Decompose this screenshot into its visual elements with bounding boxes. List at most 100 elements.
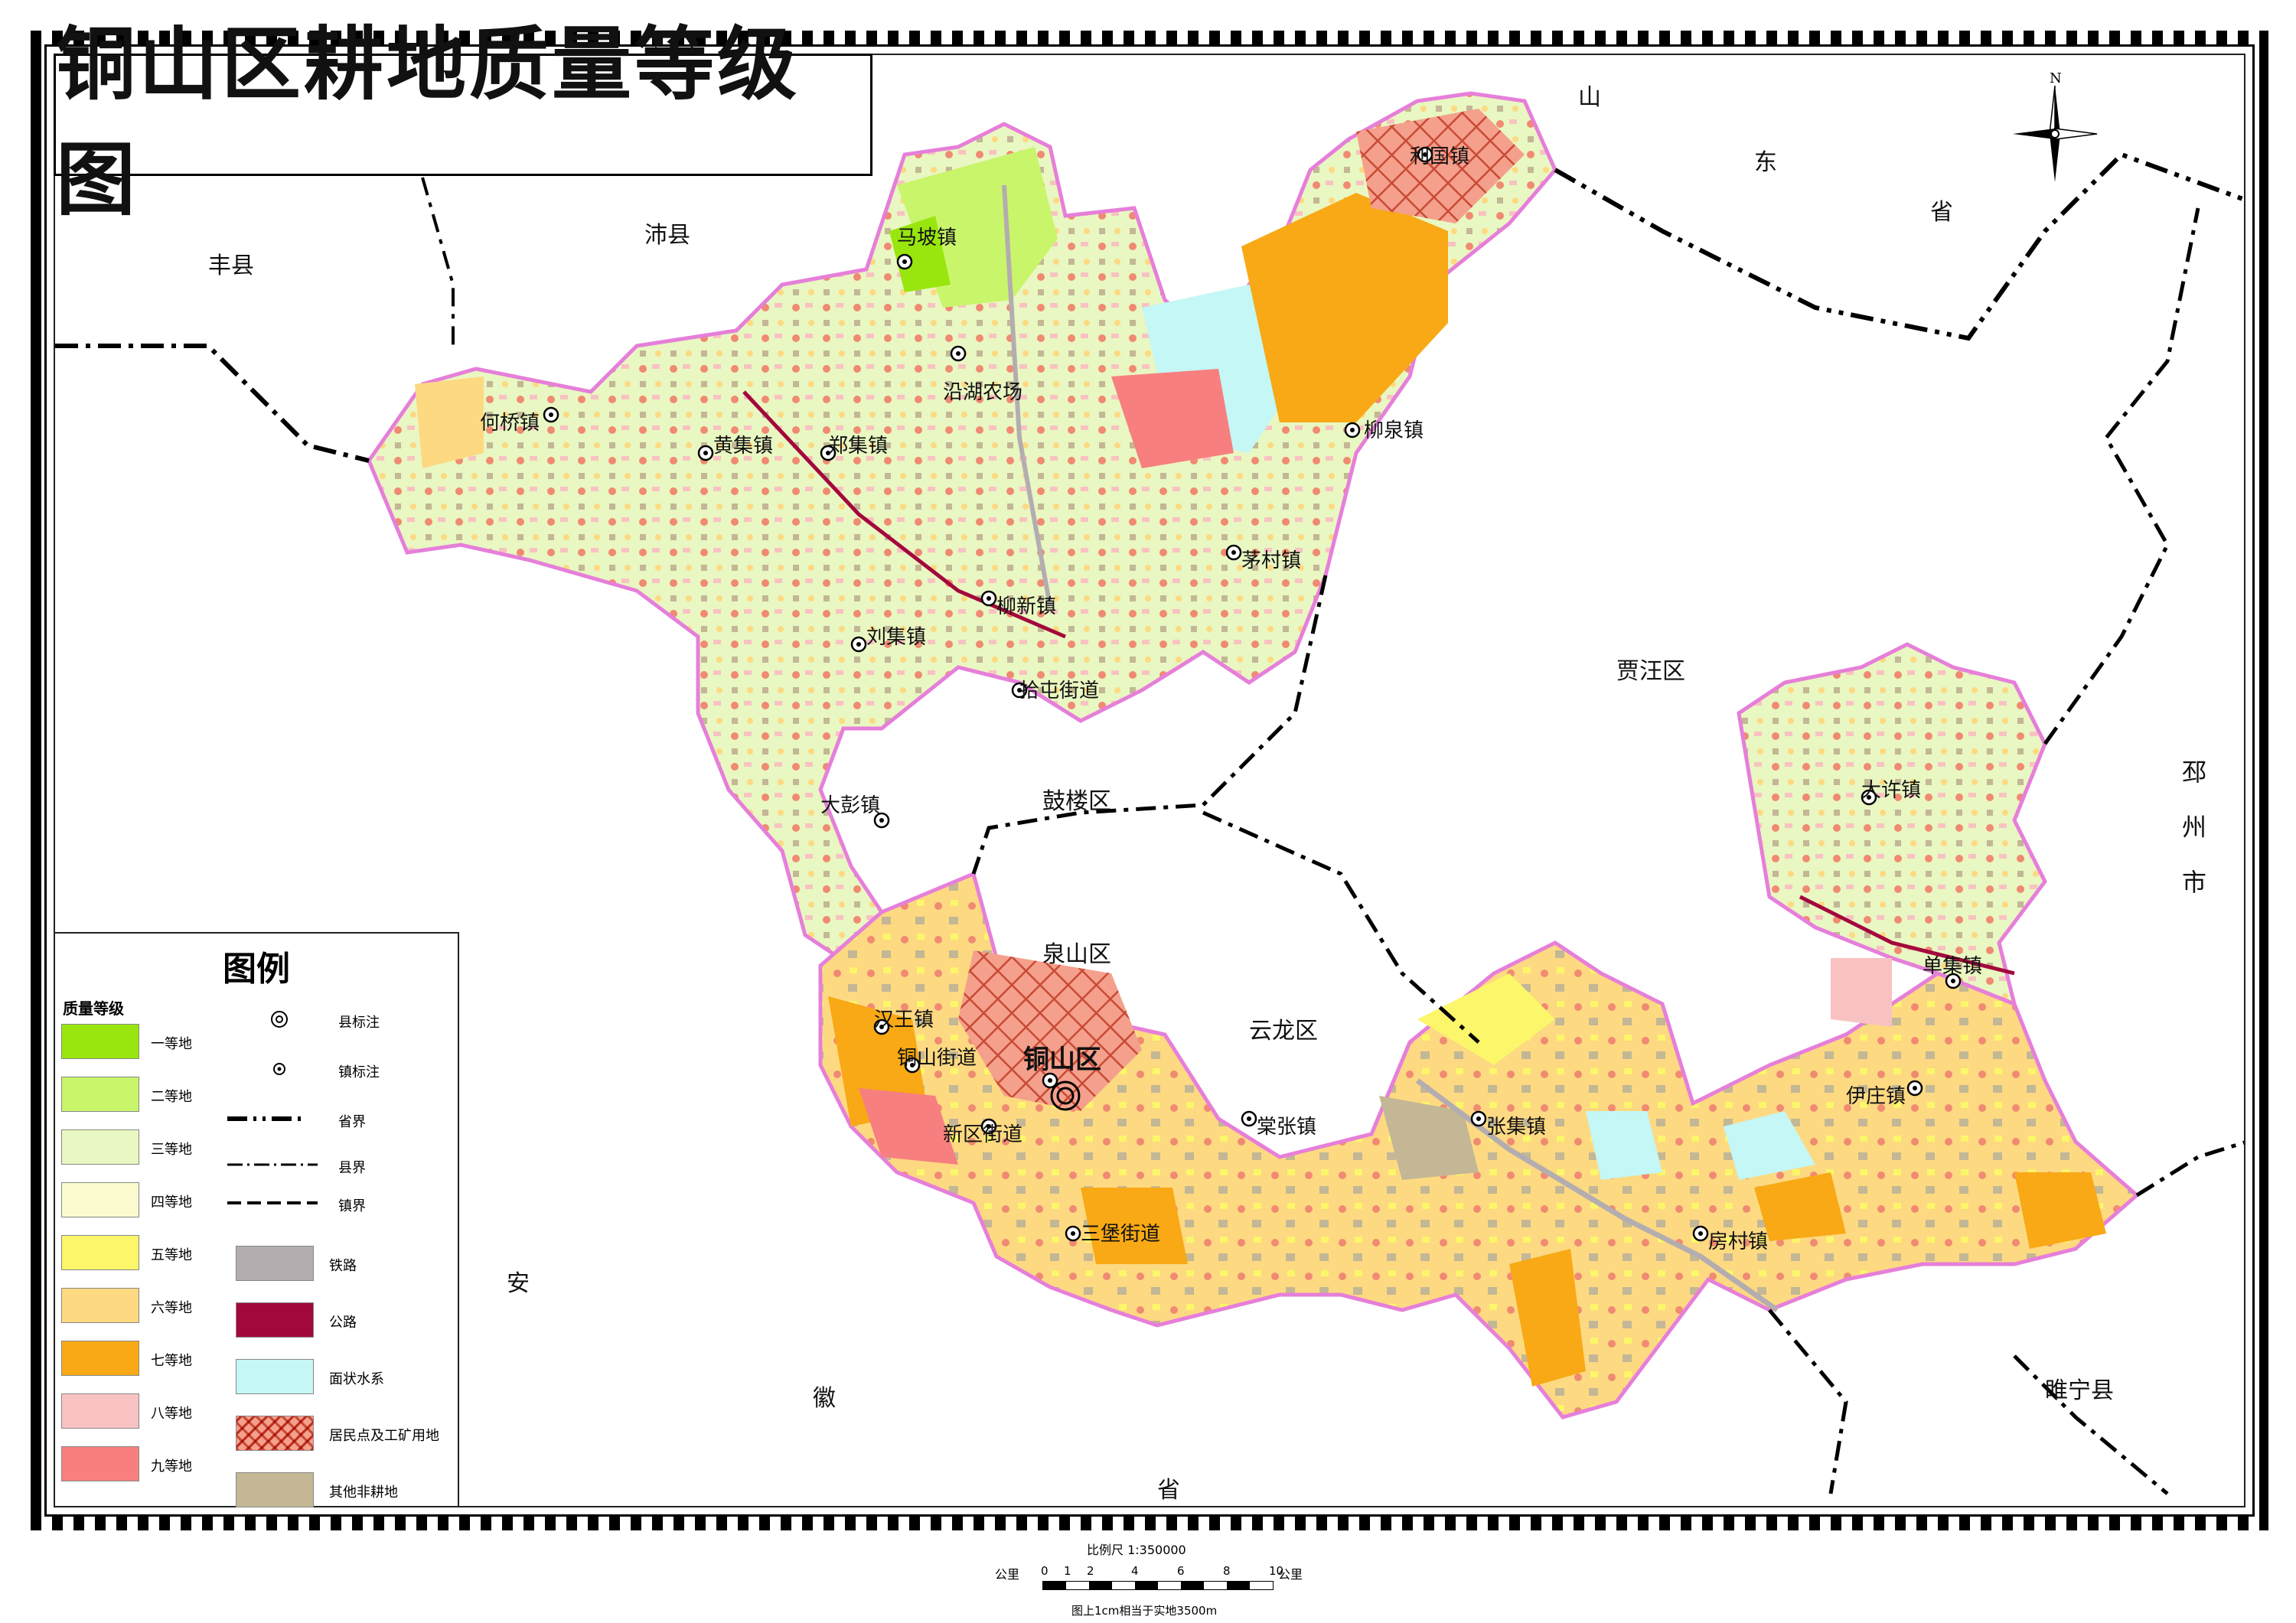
town-seat-dot	[1423, 152, 1427, 157]
town-seat-dot	[1867, 795, 1871, 800]
region-label-fengxian: 丰县	[208, 253, 254, 279]
town-seat-dot	[1048, 1078, 1052, 1083]
scale-tick-4: 6	[1177, 1564, 1185, 1578]
town-boundary-line	[227, 1194, 319, 1212]
legend-label-grade9: 九等地	[151, 1458, 192, 1475]
scale-graphic	[1042, 1581, 1274, 1590]
town-label-tangzhang: 棠张镇	[1257, 1116, 1317, 1139]
town-label-yanhu: 沿湖农场	[943, 381, 1023, 404]
town-seat-dot	[1350, 428, 1355, 432]
town-markers	[543, 146, 1962, 1242]
town-label-fangcun: 房村镇	[1708, 1230, 1769, 1253]
town-label-maocun: 茅村镇	[1241, 549, 1302, 572]
town-label-zhangji: 张集镇	[1486, 1116, 1547, 1139]
legend-symbol-label-3: 县界	[338, 1160, 366, 1176]
legend-label-grade3: 三等地	[151, 1142, 192, 1158]
region-label-sheng: 省	[1930, 199, 1953, 226]
county-seat-icon	[227, 1010, 304, 1028]
legend-label-grade1: 一等地	[151, 1036, 192, 1052]
legend-label-grade7: 七等地	[151, 1353, 192, 1369]
county-boundary-se	[2013, 1354, 2169, 1495]
town-seat-dot	[1951, 979, 1955, 983]
scale-tick-3: 4	[1131, 1564, 1139, 1578]
legend-area-label-other_nonarable: 其他非耕地	[329, 1484, 398, 1501]
town-seat-dot	[902, 259, 907, 264]
legend-symbol-label-1: 镇标注	[338, 1064, 380, 1080]
town-seat-dot	[956, 351, 960, 356]
settlement-patch	[1356, 109, 1525, 223]
town-label-heqiao: 何桥镇	[480, 412, 540, 435]
region-label-yunlong: 云龙区	[1249, 1018, 1318, 1045]
legend-swatch-grade2	[61, 1077, 139, 1112]
district-boundary-yunlong	[1202, 810, 1480, 1044]
legend-title: 图例	[223, 950, 290, 989]
grade-patches	[415, 109, 2106, 1387]
town-seat-dot	[1698, 1231, 1703, 1236]
legend-swatch-grade3	[61, 1129, 139, 1165]
legend-panel: 图例 质量等级 一等地 二等地 三等地 四等地 五等地 六等地 七等地 八等地 九等地 县标注镇…	[54, 932, 459, 1507]
county-boundary-line	[227, 1155, 319, 1174]
region-label-jiawang: 贾汪区	[1616, 658, 1685, 685]
county-boundary-west	[55, 344, 370, 463]
town-seat-dot	[879, 1025, 884, 1029]
north-arrow: N	[2005, 69, 2105, 191]
county-area-east	[1737, 642, 2047, 1008]
scale-unit-left: 公里	[995, 1567, 1020, 1582]
scale-bar: 比例尺 1:350000 公里 公里 0 1 2 4 6 8 10 图上1cm相当于实地35…	[995, 1538, 1332, 1622]
legend-symbol-label-2: 省界	[338, 1114, 366, 1130]
county-boundary-suining	[1768, 1309, 1848, 1494]
town-seat-dot	[1247, 1116, 1251, 1121]
grade1-patch	[889, 216, 951, 292]
district-boundary-central	[971, 575, 1328, 875]
region-label-pizhou: 邳州市	[2178, 759, 2207, 924]
map-title-box: 铜山区耕地质量等级图	[54, 17, 872, 227]
legend-label-grade4: 四等地	[151, 1194, 192, 1211]
town-label-daxu: 大许镇	[1861, 779, 1922, 802]
county-boundary-east	[2135, 1140, 2244, 1198]
town-seat-icon	[227, 1060, 304, 1078]
town-seat-dot	[1017, 688, 1022, 693]
region-label-peixian: 沛县	[644, 222, 690, 249]
scale-unit-right: 公里	[1278, 1567, 1303, 1582]
boundaries	[55, 152, 2244, 1495]
grade5-patch	[1417, 973, 1555, 1065]
city-settlement-patch	[958, 950, 1142, 1111]
legend-area-label-rail: 铁路	[329, 1258, 357, 1274]
region-label-sheng-south: 省	[1157, 1477, 1180, 1504]
town-seat-dot	[987, 596, 991, 601]
railway-line-north	[1002, 184, 1052, 607]
legend-swatch-grade1	[61, 1024, 139, 1059]
region-label-hui: 徽	[813, 1385, 836, 1412]
town-label-liuji: 刘集镇	[866, 626, 927, 649]
grade7-patch-south	[1509, 1249, 1586, 1387]
grade7-patch	[1241, 193, 1448, 422]
town-label-yizhuang: 伊庄镇	[1846, 1085, 1906, 1108]
legend-label-grade2: 二等地	[151, 1089, 192, 1105]
grade9-patch	[1111, 369, 1234, 468]
region-label-dong: 东	[1754, 149, 1777, 176]
scale-note: 图上1cm相当于实地3500m	[1071, 1604, 1218, 1618]
town-label-huangji: 黄集镇	[713, 435, 774, 458]
town-label-sanbao: 三堡街道	[1081, 1223, 1161, 1246]
town-seat-dot	[987, 1124, 991, 1129]
grade9-patch-sw	[859, 1088, 958, 1165]
town-seat-dot	[1476, 1116, 1481, 1121]
north-label: N	[2050, 70, 2062, 86]
legend-area-label-settlement: 居民点及工矿用地	[329, 1428, 439, 1444]
legend-swatch-rail	[236, 1246, 314, 1281]
town-seat-dot	[910, 1063, 915, 1067]
legend-swatch-water	[236, 1359, 314, 1394]
legend-symbol-label-4: 镇界	[338, 1198, 366, 1214]
legend-swatch-road	[236, 1302, 314, 1338]
grade7-patch-east	[2014, 1172, 2106, 1249]
legend-swatch-grade7	[61, 1341, 139, 1376]
county-boundary-jiawang	[2043, 207, 2200, 745]
town-label-zhengji: 郑集镇	[828, 435, 889, 458]
province-boundary-line	[227, 1110, 319, 1128]
scale-tick-1: 1	[1064, 1564, 1071, 1578]
highway-line-east	[1799, 895, 2015, 976]
scale-ratio: 比例尺 1:350000	[1087, 1543, 1186, 1557]
scale-tick-5: 8	[1223, 1564, 1231, 1578]
town-label-xinqu: 新区街道	[943, 1123, 1023, 1146]
scale-tick-0: 0	[1041, 1564, 1049, 1578]
